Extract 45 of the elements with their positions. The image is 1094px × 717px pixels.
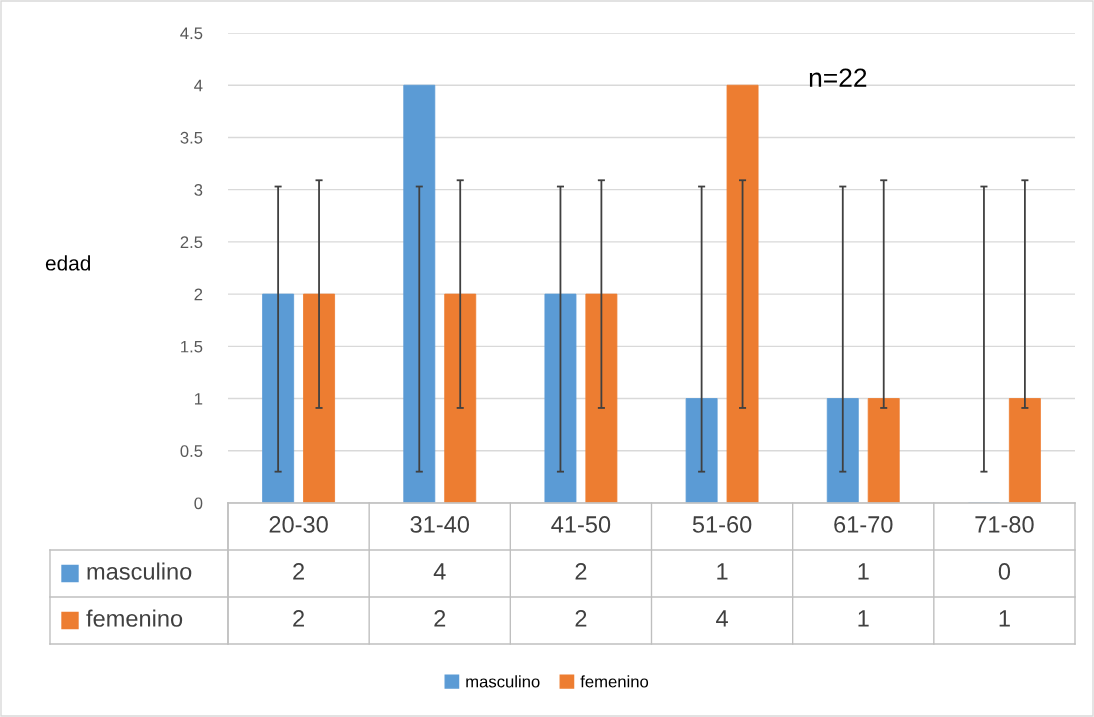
data-label: 4 — [433, 563, 446, 580]
bar — [1008, 398, 1041, 503]
x-tick-label: 31-40 — [410, 516, 470, 533]
bar — [303, 293, 335, 503]
data-label: 1 — [717, 563, 728, 580]
x-tick-label: 71-80 — [975, 516, 1034, 533]
data-label: 2 — [575, 563, 587, 580]
bar — [403, 84, 436, 503]
x-tick-label: 20-30 — [269, 516, 328, 533]
data-label: 1 — [858, 610, 869, 627]
data-label: 2 — [575, 610, 587, 627]
y-tick-label: 0 — [194, 497, 203, 510]
data-label: 2 — [293, 610, 304, 627]
bar — [585, 293, 618, 503]
legend-label: masculino — [87, 562, 192, 580]
data-label: 2 — [293, 563, 304, 580]
bar — [685, 398, 718, 503]
text: masculino — [466, 675, 540, 688]
y-tick-label: 3 — [194, 184, 203, 196]
y-tick-label: 4.5 — [180, 27, 203, 40]
bar — [826, 398, 859, 503]
y-tick-label: 3.5 — [180, 131, 203, 144]
bar — [262, 293, 295, 503]
y-tick-label: 1.5 — [181, 340, 203, 353]
y-tick-label: 2 — [194, 288, 203, 301]
bar — [867, 398, 900, 503]
data-label: 1 — [858, 563, 869, 580]
x-tick-label: 41-50 — [551, 516, 611, 533]
y-axis-title: edad — [45, 255, 90, 271]
y-tick-label: 0.5 — [180, 445, 203, 457]
text: femenino — [580, 675, 649, 688]
annotation: n=22 — [809, 68, 867, 87]
bar — [726, 84, 759, 503]
data-label: 4 — [716, 610, 728, 627]
data-label: 1 — [999, 610, 1010, 627]
legend-label: femenino — [86, 609, 183, 627]
x-tick-label: 61-70 — [834, 516, 893, 533]
y-tick-label: 4 — [194, 79, 203, 92]
x-tick-label: 51-60 — [692, 516, 752, 533]
data-label: 0 — [998, 563, 1011, 580]
bar — [444, 293, 477, 503]
y-tick-label: 2.5 — [180, 236, 203, 249]
bar — [544, 293, 577, 503]
y-tick-label: 1 — [195, 393, 203, 405]
data-label: 2 — [434, 610, 446, 627]
